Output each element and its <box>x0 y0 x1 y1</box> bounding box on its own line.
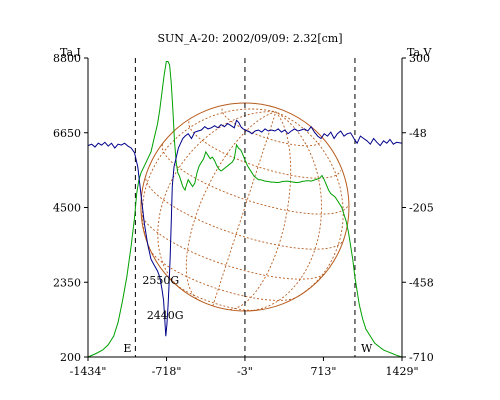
parallel-line <box>149 249 297 301</box>
x-tick-label: -1434" <box>70 365 107 378</box>
limb-marker-label: E <box>123 342 131 355</box>
left-tick-label: 2350 <box>53 276 81 289</box>
right-axis-name: Ta,V <box>407 46 433 59</box>
series-v-line <box>87 119 403 337</box>
tick-labels: 200 2350 4500 6650 8800 -710 -458 -205 -48 300 -14… <box>53 52 434 378</box>
meridian-line <box>157 111 276 289</box>
chart-title: SUN_A-20: 2002/09/09: 2.32[cm] <box>157 32 342 45</box>
x-tick-label: 713" <box>310 365 336 378</box>
right-tick-label: -710 <box>409 351 434 364</box>
x-tick-label: -3" <box>237 365 253 378</box>
meridian-line <box>275 111 344 297</box>
meridian-line <box>249 111 322 312</box>
parallel-line <box>145 174 345 250</box>
meridian-line <box>212 111 277 307</box>
parallel-line <box>221 108 322 147</box>
meridian-line <box>185 111 276 302</box>
series-layer <box>87 61 403 358</box>
field-strength-annotation: 2550G <box>142 274 179 287</box>
right-tick-label: -458 <box>409 276 434 289</box>
left-tick-label: 200 <box>60 351 81 364</box>
parallel-line <box>188 121 342 179</box>
left-tick-label: 8800 <box>53 52 81 65</box>
parallel-line <box>161 144 349 215</box>
left-axis-name: Ta,I <box>60 46 81 59</box>
x-tick-label: 1429" <box>385 365 418 378</box>
parallel-line <box>172 281 259 311</box>
series-i-line <box>87 61 403 358</box>
parallel-line <box>140 213 326 280</box>
right-tick-label: 300 <box>409 52 430 65</box>
annotations: 2550G 2440G <box>142 274 183 322</box>
meridian-line <box>225 111 292 310</box>
left-tick-label: 4500 <box>53 202 81 215</box>
field-strength-annotation: 2440G <box>147 309 184 322</box>
right-tick-label: -48 <box>409 127 427 140</box>
x-tick-label: -718" <box>152 365 182 378</box>
right-tick-label: -205 <box>409 202 434 215</box>
meridian-line <box>141 108 276 249</box>
left-tick-label: 6650 <box>53 127 81 140</box>
limb-marker-label: W <box>361 342 373 355</box>
